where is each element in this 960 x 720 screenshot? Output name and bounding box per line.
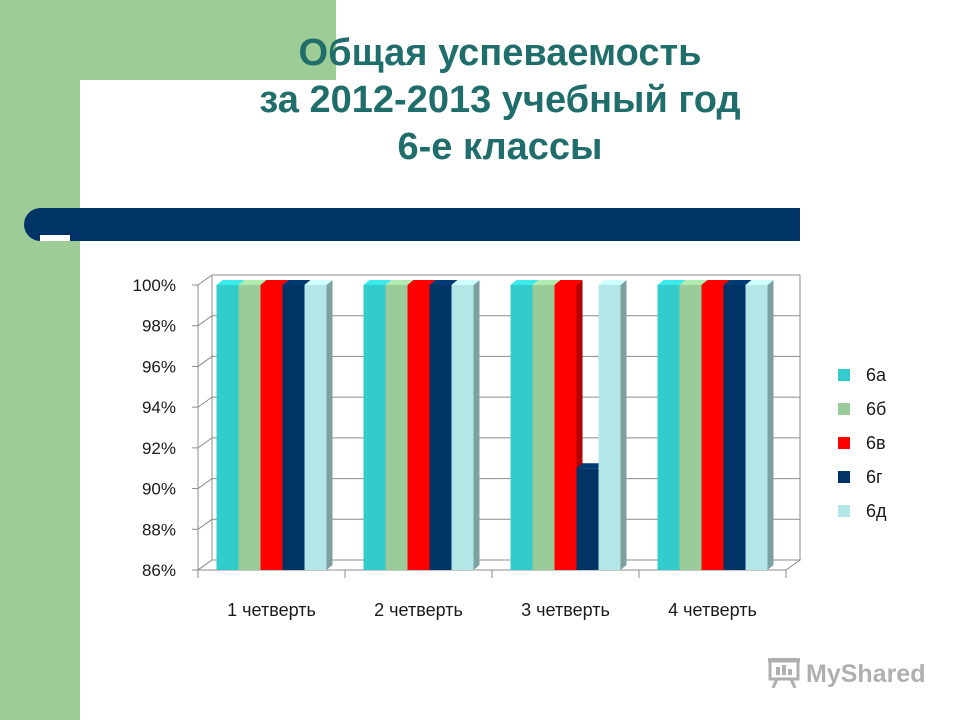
bar-top: [282, 280, 311, 285]
bar-side: [767, 280, 774, 570]
bar: [282, 285, 305, 570]
rounded-content-corner: [80, 80, 200, 200]
bar-top: [554, 280, 583, 285]
bar-top: [429, 280, 458, 285]
legend-label: 6б: [866, 399, 886, 419]
bar-top: [598, 280, 627, 285]
bar-top: [701, 280, 730, 285]
bar: [510, 285, 533, 570]
x-tick-label: 4 четверть: [668, 600, 757, 620]
title-divider-bar: [24, 208, 800, 241]
bar: [576, 468, 599, 570]
x-tick-label: 2 четверть: [374, 600, 463, 620]
bar: [745, 285, 768, 570]
y-tick-label: 92%: [142, 439, 176, 458]
bar-top: [745, 280, 774, 285]
y-tick-label: 96%: [142, 357, 176, 376]
bar: [385, 285, 408, 570]
bar-top: [238, 280, 267, 285]
bar-top: [260, 280, 289, 285]
slide-title: Общая успеваемость за 2012-2013 учебный …: [150, 30, 850, 171]
title-line-2: за 2012-2013 учебный год: [259, 79, 741, 121]
bar: [216, 285, 239, 570]
bar: [598, 285, 621, 570]
bar-side: [473, 280, 480, 570]
y-tick-label: 100%: [133, 276, 176, 295]
bar: [260, 285, 283, 570]
y-tick-label: 86%: [142, 561, 176, 580]
bar: [407, 285, 430, 570]
bar-top: [451, 280, 480, 285]
bar: [238, 285, 261, 570]
title-line-3: 6-е классы: [397, 126, 603, 168]
y-tick-label: 90%: [142, 480, 176, 499]
bar-top: [679, 280, 708, 285]
bar: [429, 285, 452, 570]
y-tick-label: 88%: [142, 520, 176, 539]
bar: [723, 285, 746, 570]
legend-swatch: [838, 369, 850, 381]
bar-side: [620, 280, 627, 570]
x-tick-label: 1 четверть: [227, 600, 316, 620]
bar: [701, 285, 724, 570]
bar-top: [510, 280, 539, 285]
legend-swatch: [838, 471, 850, 483]
legend-swatch: [838, 505, 850, 517]
legend-label: 6в: [866, 433, 886, 453]
myshared-logo: MyShared: [768, 656, 938, 692]
bar: [532, 285, 555, 570]
legend-swatch: [838, 403, 850, 415]
bar-top: [657, 280, 686, 285]
bar: [363, 285, 386, 570]
bar: [554, 285, 577, 570]
bar-top: [216, 280, 245, 285]
bar-top: [532, 280, 561, 285]
legend-label: 6д: [866, 501, 887, 521]
x-tick-label: 3 четверть: [521, 600, 610, 620]
bar-top: [363, 280, 392, 285]
logo-text: MyShared: [806, 660, 926, 688]
bar-top: [407, 280, 436, 285]
bar: [657, 285, 680, 570]
bar: [679, 285, 702, 570]
legend-label: 6г: [866, 467, 883, 487]
green-left-band: [0, 0, 80, 720]
legend-label: 6а: [866, 365, 887, 385]
legend-swatch: [838, 437, 850, 449]
y-tick-label: 94%: [142, 398, 176, 417]
bar-top: [723, 280, 752, 285]
bar: [451, 285, 474, 570]
bar-top: [304, 280, 333, 285]
divider-notch: [40, 235, 70, 241]
bar-top: [576, 463, 605, 469]
bar-side: [326, 280, 333, 570]
presentation-board-icon: [768, 658, 800, 688]
bar: [304, 285, 327, 570]
bar-top: [385, 280, 414, 285]
title-line-1: Общая успеваемость: [298, 32, 702, 74]
y-tick-label: 98%: [142, 317, 176, 336]
